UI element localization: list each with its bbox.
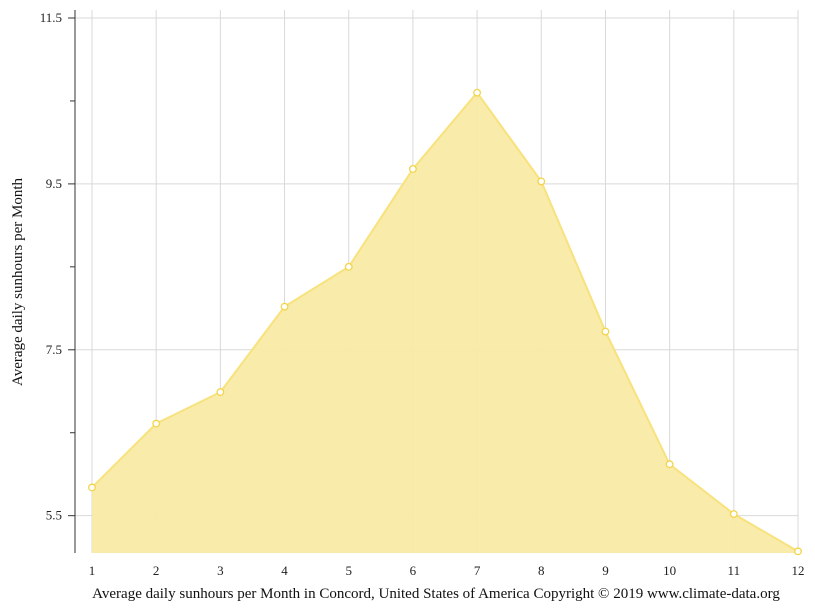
x-tick-label: 7	[474, 563, 481, 578]
axes	[68, 10, 76, 553]
data-point	[473, 88, 482, 97]
data-point	[216, 388, 225, 397]
area-series	[91, 91, 799, 554]
data-point	[794, 547, 802, 556]
x-tick-label: 4	[281, 563, 288, 578]
data-point	[280, 302, 289, 311]
data-point	[152, 419, 161, 428]
x-tick-label: 2	[153, 563, 160, 578]
data-point	[408, 165, 417, 173]
x-tick-label: 5	[345, 563, 352, 578]
data-point	[344, 262, 353, 271]
y-tick-label: 7.5	[46, 342, 62, 357]
x-tick-label: 12	[792, 563, 805, 578]
x-tick-label: 1	[89, 563, 96, 578]
x-tick-label: 9	[602, 563, 609, 578]
x-tick-label: 6	[410, 563, 417, 578]
data-point	[665, 460, 674, 469]
x-tick-label: 3	[217, 563, 224, 578]
series-area-fill	[92, 92, 798, 554]
data-point	[537, 177, 546, 186]
y-tick-label: 9.5	[46, 176, 62, 191]
data-markers	[88, 88, 802, 556]
x-axis-title: Average daily sunhours per Month in Conc…	[92, 586, 780, 602]
x-tick-label: 10	[663, 563, 676, 578]
data-point	[88, 483, 96, 492]
x-tick-label: 8	[538, 563, 545, 578]
data-point	[729, 510, 738, 518]
y-axis-title: Average daily sunhours per Month	[10, 178, 26, 387]
y-tick-label: 5.5	[46, 508, 62, 523]
data-point	[601, 327, 610, 336]
series-line	[91, 91, 799, 553]
x-tick-label: 11	[728, 563, 741, 578]
y-tick-label: 11.5	[40, 10, 62, 25]
tick-labels: 11.59.57.55.51 2 3 4 5 6 7 8 9 10 11 12	[40, 10, 805, 578]
